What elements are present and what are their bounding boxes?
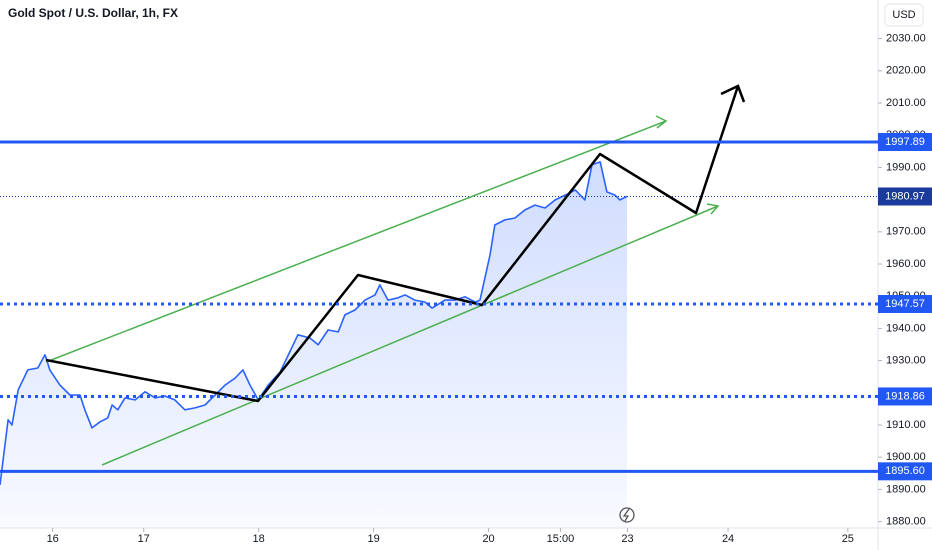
- last-price-label: 1980.97: [885, 190, 925, 202]
- y-tick-label: 1940.00: [886, 322, 926, 334]
- price-area: [0, 161, 627, 528]
- x-tick-label: 24: [722, 533, 734, 545]
- channel-lower: [101, 205, 719, 466]
- x-tick-label: 17: [138, 533, 150, 545]
- price-line: [0, 161, 628, 485]
- channel-upper-arrow: [655, 115, 668, 129]
- channel-upper: [45, 120, 667, 363]
- currency-label[interactable]: USD: [892, 9, 915, 21]
- level-box: [878, 462, 932, 481]
- level-label: 1947.57: [885, 298, 925, 310]
- y-tick-label: 1960.00: [886, 258, 926, 270]
- level-box: [878, 133, 932, 152]
- x-tick-label: 19: [367, 533, 379, 545]
- projection-path: [45, 85, 740, 403]
- level-box: [878, 387, 932, 406]
- x-tick-label: 20: [482, 533, 494, 545]
- y-tick-label: 1970.00: [886, 226, 926, 238]
- x-tick-label: 15:00: [547, 533, 575, 545]
- plot-area: [0, 161, 878, 528]
- x-tick-label: 25: [842, 533, 854, 545]
- y-tick-label: 1990.00: [886, 161, 926, 173]
- level-label: 1895.60: [885, 465, 925, 477]
- y-tick-label: 2020.00: [886, 65, 926, 77]
- chart-title: Gold Spot / U.S. Dollar, 1h, FX: [8, 6, 178, 20]
- channel-lower-arrow: [706, 203, 720, 215]
- y-tick-label: 2030.00: [886, 33, 926, 45]
- currency-button[interactable]: [884, 3, 924, 27]
- y-tick-label: 2010.00: [886, 97, 926, 109]
- replay-icon[interactable]: [619, 507, 635, 523]
- level-box: [878, 295, 932, 314]
- y-tick-label: 1930.00: [886, 354, 926, 366]
- last-price-box: [878, 187, 932, 206]
- x-tick-label: 23: [621, 533, 633, 545]
- x-tick-label: 16: [47, 533, 59, 545]
- y-tick-label: 1910.00: [886, 419, 926, 431]
- level-label: 1918.86: [885, 390, 925, 402]
- projection-arrow: [720, 84, 746, 103]
- level-label: 1997.89: [885, 136, 925, 148]
- y-tick-label: 1880.00: [886, 515, 926, 527]
- y-tick-label: 1890.00: [886, 483, 926, 495]
- x-tick-label: 18: [253, 533, 265, 545]
- drawings: [45, 84, 746, 466]
- y-tick-label: 1900.00: [886, 451, 926, 463]
